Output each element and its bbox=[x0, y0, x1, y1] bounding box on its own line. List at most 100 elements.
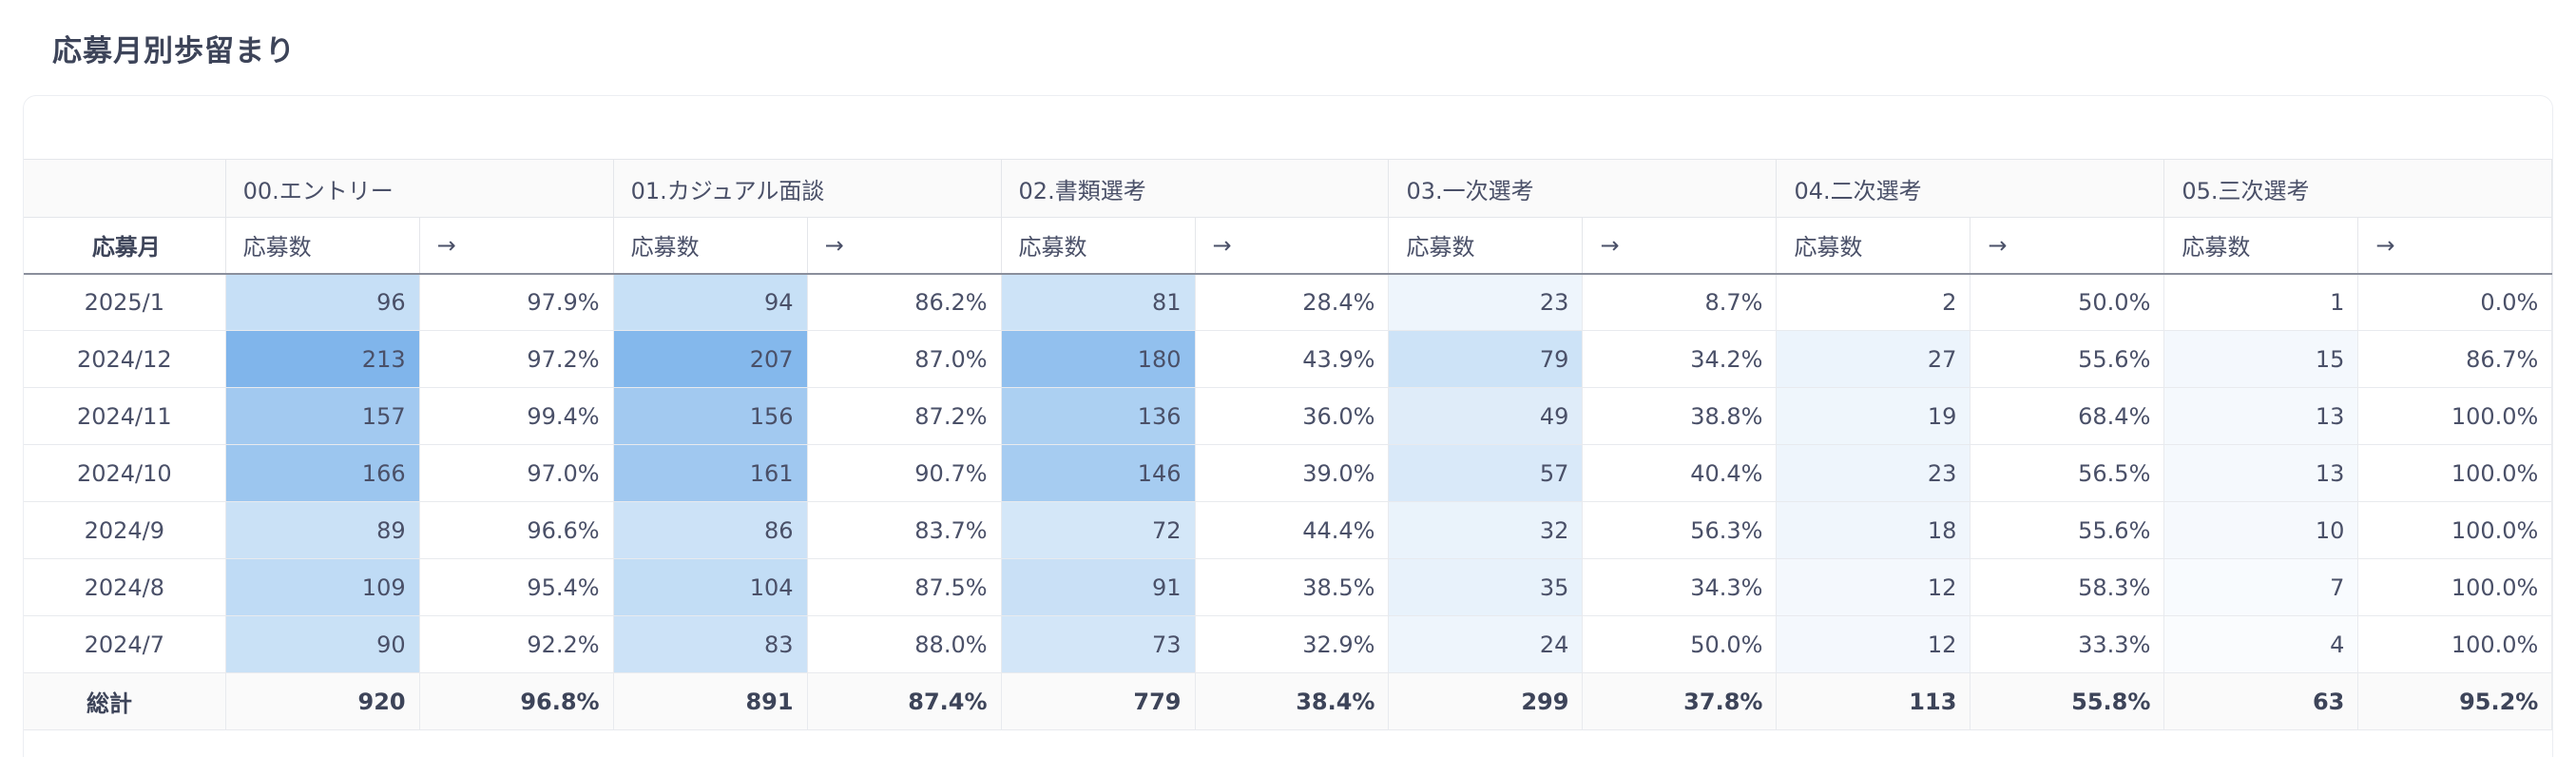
count-cell: 35 bbox=[1388, 558, 1583, 616]
rate-cell: 90.7% bbox=[806, 444, 1002, 502]
table-row: 2024/8 109 95.4% 104 87.5% 91 38.5% 35 34.3% 12 58… bbox=[24, 558, 2552, 616]
total-count-cell: 113 bbox=[1776, 672, 1970, 730]
rate-cell: 87.2% bbox=[806, 387, 1002, 445]
total-rate-cell: 38.4% bbox=[1194, 672, 1389, 730]
count-column-header[interactable]: 応募数 bbox=[1000, 217, 1195, 275]
total-rate-cell: 96.8% bbox=[418, 672, 614, 730]
rate-cell: 55.6% bbox=[1970, 330, 2164, 388]
count-cell: 166 bbox=[224, 444, 420, 502]
rate-column-header[interactable]: → bbox=[1970, 217, 2164, 275]
count-column-header[interactable]: 応募数 bbox=[1776, 217, 1970, 275]
rate-cell: 0.0% bbox=[2357, 273, 2552, 331]
count-cell: 86 bbox=[612, 501, 808, 559]
count-cell: 89 bbox=[224, 501, 420, 559]
count-cell: 72 bbox=[1000, 501, 1195, 559]
count-cell: 2 bbox=[1776, 273, 1970, 331]
total-count-cell: 299 bbox=[1388, 672, 1583, 730]
rate-cell: 34.2% bbox=[1582, 330, 1777, 388]
count-column-header[interactable]: 応募数 bbox=[1388, 217, 1583, 275]
rate-cell: 68.4% bbox=[1970, 387, 2164, 445]
stage-header[interactable]: 02.書類選考 bbox=[1000, 159, 1389, 218]
rate-cell: 97.0% bbox=[418, 444, 614, 502]
rate-cell: 55.6% bbox=[1970, 501, 2164, 559]
count-cell: 90 bbox=[224, 615, 420, 673]
count-cell: 180 bbox=[1000, 330, 1195, 388]
count-cell: 12 bbox=[1776, 615, 1970, 673]
count-cell: 91 bbox=[1000, 558, 1195, 616]
rate-cell: 83.7% bbox=[806, 501, 1002, 559]
stage-header[interactable]: 01.カジュアル面談 bbox=[612, 159, 1002, 218]
rate-cell: 56.3% bbox=[1582, 501, 1777, 559]
count-cell: 10 bbox=[2163, 501, 2358, 559]
count-cell: 13 bbox=[2163, 387, 2358, 445]
rate-cell: 58.3% bbox=[1970, 558, 2164, 616]
count-cell: 146 bbox=[1000, 444, 1195, 502]
month-column-header[interactable]: 応募月 bbox=[24, 217, 226, 275]
rate-cell: 28.4% bbox=[1194, 273, 1389, 331]
rate-cell: 100.0% bbox=[2357, 501, 2552, 559]
rate-cell: 97.9% bbox=[418, 273, 614, 331]
table-row: 2024/12 213 97.2% 207 87.0% 180 43.9% 79 34.2% 27… bbox=[24, 330, 2552, 388]
total-rate-cell: 87.4% bbox=[806, 672, 1002, 730]
month-cell: 2024/10 bbox=[24, 444, 226, 502]
month-cell: 2024/12 bbox=[24, 330, 226, 388]
rate-cell: 40.4% bbox=[1582, 444, 1777, 502]
stage-header-row: 00.エントリー 01.カジュアル面談 02.書類選考 03.一次選考 04.二次選考 0… bbox=[24, 159, 2552, 218]
count-cell: 156 bbox=[612, 387, 808, 445]
stage-header[interactable]: 00.エントリー bbox=[224, 159, 614, 218]
count-column-header[interactable]: 応募数 bbox=[224, 217, 420, 275]
rate-column-header[interactable]: → bbox=[1194, 217, 1389, 275]
table-body: 2025/1 96 97.9% 94 86.2% 81 28.4% 23 8.7% 2 50.0% 1… bbox=[24, 273, 2552, 730]
count-cell: 104 bbox=[612, 558, 808, 616]
count-cell: 96 bbox=[224, 273, 420, 331]
count-cell: 94 bbox=[612, 273, 808, 331]
rate-cell: 38.8% bbox=[1582, 387, 1777, 445]
table-row: 2024/7 90 92.2% 83 88.0% 73 32.9% 24 50.0% 12 33.3… bbox=[24, 615, 2552, 673]
count-cell: 73 bbox=[1000, 615, 1195, 673]
rate-cell: 86.2% bbox=[806, 273, 1002, 331]
page-title: 応募月別歩留まり bbox=[52, 34, 296, 68]
count-cell: 49 bbox=[1388, 387, 1583, 445]
count-column-header[interactable]: 応募数 bbox=[612, 217, 808, 275]
rate-cell: 32.9% bbox=[1194, 615, 1389, 673]
table-row: 2024/9 89 96.6% 86 83.7% 72 44.4% 32 56.3% 18 55.6… bbox=[24, 501, 2552, 559]
count-cell: 136 bbox=[1000, 387, 1195, 445]
rate-column-header[interactable]: → bbox=[1582, 217, 1777, 275]
rate-column-header[interactable]: → bbox=[806, 217, 1002, 275]
rate-column-header[interactable]: → bbox=[418, 217, 614, 275]
rate-cell: 8.7% bbox=[1582, 273, 1777, 331]
rate-column-header[interactable]: → bbox=[2357, 217, 2552, 275]
rate-cell: 34.3% bbox=[1582, 558, 1777, 616]
rate-cell: 96.6% bbox=[418, 501, 614, 559]
rate-cell: 86.7% bbox=[2357, 330, 2552, 388]
count-cell: 24 bbox=[1388, 615, 1583, 673]
total-label: 総計 bbox=[24, 672, 226, 730]
report-card: 00.エントリー 01.カジュアル面談 02.書類選考 03.一次選考 04.二次選考 0… bbox=[23, 95, 2553, 757]
count-cell: 79 bbox=[1388, 330, 1583, 388]
count-column-header[interactable]: 応募数 bbox=[2163, 217, 2358, 275]
count-cell: 1 bbox=[2163, 273, 2358, 331]
table-scroll-area[interactable]: 00.エントリー 01.カジュアル面談 02.書類選考 03.一次選考 04.二次選考 0… bbox=[24, 159, 2552, 757]
count-cell: 109 bbox=[224, 558, 420, 616]
stage-header[interactable]: 04.二次選考 bbox=[1776, 159, 2164, 218]
rate-cell: 100.0% bbox=[2357, 387, 2552, 445]
rate-cell: 92.2% bbox=[418, 615, 614, 673]
total-rate-cell: 37.8% bbox=[1582, 672, 1777, 730]
funnel-table: 00.エントリー 01.カジュアル面談 02.書類選考 03.一次選考 04.二次選考 0… bbox=[24, 159, 2552, 730]
count-cell: 4 bbox=[2163, 615, 2358, 673]
table-row: 2024/10 166 97.0% 161 90.7% 146 39.0% 57 40.4% 23… bbox=[24, 444, 2552, 502]
sub-header-row: 応募月 応募数→応募数→応募数→応募数→応募数→応募数→応募数→ bbox=[24, 217, 2552, 275]
month-cell: 2024/11 bbox=[24, 387, 226, 445]
table-row: 2025/1 96 97.9% 94 86.2% 81 28.4% 23 8.7% 2 50.0% 1… bbox=[24, 273, 2552, 331]
total-row: 総計 920 96.8% 891 87.4% 779 38.4% 299 37.8% 113 55.… bbox=[24, 672, 2552, 730]
rate-cell: 56.5% bbox=[1970, 444, 2164, 502]
rate-cell: 95.4% bbox=[418, 558, 614, 616]
total-rate-cell: 95.2% bbox=[2357, 672, 2552, 730]
count-cell: 213 bbox=[224, 330, 420, 388]
count-cell: 23 bbox=[1776, 444, 1970, 502]
month-cell: 2024/7 bbox=[24, 615, 226, 673]
rate-cell: 33.3% bbox=[1970, 615, 2164, 673]
stage-header[interactable]: 05.三次選考 bbox=[2163, 159, 2552, 218]
count-cell: 161 bbox=[612, 444, 808, 502]
stage-header[interactable]: 03.一次選考 bbox=[1388, 159, 1777, 218]
